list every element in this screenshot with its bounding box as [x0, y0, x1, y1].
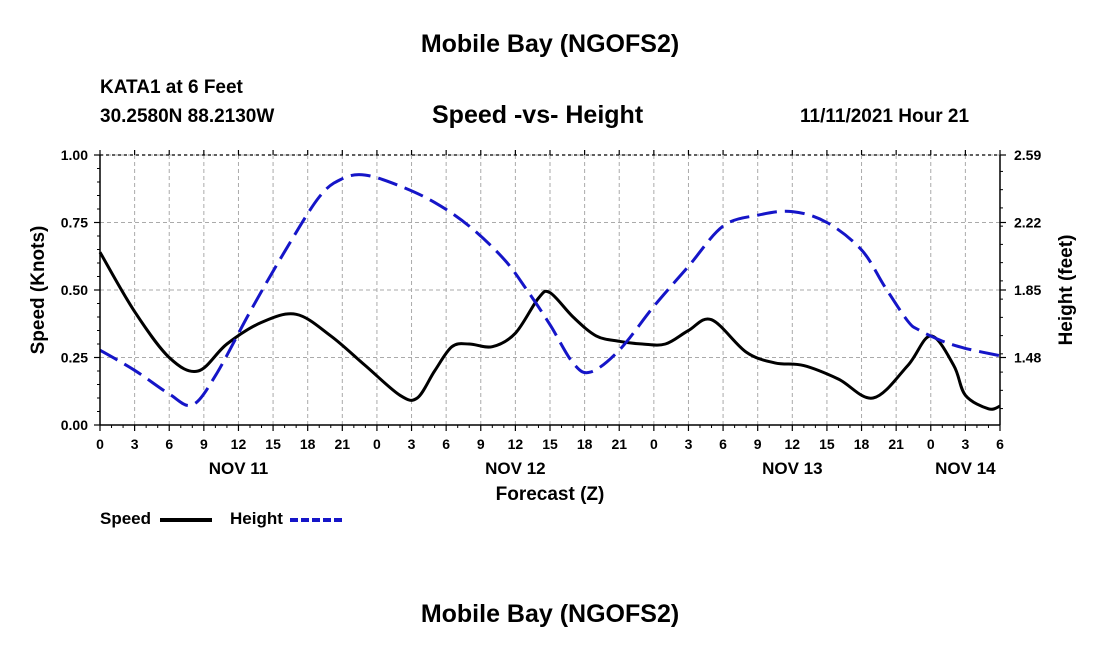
x-tick-label-7: 21	[335, 436, 351, 452]
x-tick-label-23: 21	[888, 436, 904, 452]
x-tick-label-0: 0	[96, 436, 104, 452]
x-tick-label-9: 3	[408, 436, 416, 452]
y-tick-label-left-0: 0.00	[61, 417, 88, 433]
legend-speed-label: Speed	[100, 509, 152, 528]
series-line-speed	[98, 251, 1001, 411]
x-tick-label-10: 6	[442, 436, 450, 452]
x-tick-label-20: 12	[785, 436, 801, 452]
x-tick-label-4: 12	[231, 436, 247, 452]
x-tick-label-17: 3	[685, 436, 693, 452]
x-tick-label-15: 21	[611, 436, 627, 452]
station-label: KATA1 at 6 Feet	[100, 77, 243, 98]
x-tick-label-8: 0	[373, 436, 381, 452]
day-label-0: NOV 11	[209, 459, 269, 478]
x-tick-label-26: 6	[996, 436, 1004, 452]
labels-layer: 0 3 6 9 12 15 18 21 0 3 6 9 12 15 18 21 0 3 6 9 12 15 18 21 0 3 6N…	[28, 147, 1077, 505]
y-tick-label-right-0: 1.48	[1014, 350, 1041, 366]
station-coordinates: 30.2580N 88.2130W	[100, 106, 275, 127]
x-axis-title: Forecast (Z)	[496, 484, 605, 505]
x-tick-label-6: 18	[300, 436, 316, 452]
chart-main-title: Mobile Bay (NGOFS2)	[420, 30, 680, 58]
x-tick-label-24: 0	[927, 436, 935, 452]
x-tick-label-19: 9	[754, 436, 762, 452]
day-label-3: NOV 14	[935, 459, 996, 478]
y-tick-label-left-4: 1.00	[61, 147, 88, 163]
legend-height-swatch	[290, 518, 342, 522]
series-layer	[98, 173, 1001, 411]
x-tick-label-5: 15	[265, 436, 281, 452]
legend-height-label: Height	[230, 509, 283, 528]
chart-subtitle: Speed -vs- Height	[432, 101, 644, 129]
y-axis-title-left: Speed (Knots)	[28, 226, 49, 355]
x-tick-label-16: 0	[650, 436, 658, 452]
series-line-height	[99, 173, 1001, 408]
x-tick-label-22: 18	[854, 436, 870, 452]
y-tick-label-left-2: 0.50	[61, 282, 88, 298]
day-label-2: NOV 13	[762, 459, 822, 478]
y-tick-label-left-3: 0.75	[61, 215, 88, 231]
x-tick-label-18: 6	[719, 436, 727, 452]
x-tick-label-14: 18	[577, 436, 593, 452]
x-tick-label-13: 15	[542, 436, 558, 452]
day-label-1: NOV 12	[485, 459, 545, 478]
y-tick-label-left-1: 0.25	[61, 350, 88, 366]
x-tick-label-21: 15	[819, 436, 835, 452]
y-tick-label-right-1: 1.85	[1014, 282, 1041, 298]
axes-layer	[94, 150, 1006, 431]
x-tick-label-1: 3	[131, 436, 139, 452]
forecast-datetime: 11/11/2021 Hour 21	[800, 106, 970, 127]
x-tick-label-11: 9	[477, 436, 485, 452]
x-tick-label-2: 6	[165, 436, 173, 452]
x-tick-label-3: 9	[200, 436, 208, 452]
y-tick-label-right-2: 2.22	[1014, 215, 1041, 231]
legend-speed-swatch	[160, 518, 212, 522]
footer-title: Mobile Bay (NGOFS2)	[420, 600, 680, 628]
x-tick-label-12: 12	[508, 436, 524, 452]
speed-height-chart: 0 3 6 9 12 15 18 21 0 3 6 9 12 15 18 21 0 3 6 9 12 15 18 21 0 3 6N…	[28, 147, 1077, 505]
y-axis-title-right: Height (feet)	[1056, 235, 1077, 346]
grid-layer	[100, 154, 1000, 425]
y-tick-label-right-3: 2.59	[1014, 147, 1041, 163]
x-tick-label-25: 3	[961, 436, 969, 452]
